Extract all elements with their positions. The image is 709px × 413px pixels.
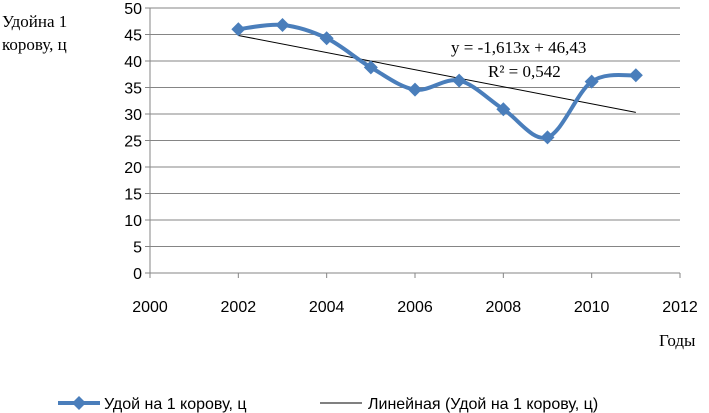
trend-equation: y = -1,613x + 46,43 [451,38,586,57]
legend-trend-label: Линейная (Удой на 1 корову, ц) [368,396,598,413]
y-axis-label-line-2: корову, ц [2,35,67,54]
x-tick-label: 2000 [132,299,168,316]
y-tick-label: 40 [124,54,142,71]
legend-series-label: Удой на 1 корову, ц [104,396,247,413]
data-point-marker [363,60,378,75]
x-tick-label: 2004 [309,299,345,316]
x-tick-labels: 2000 2002 2004 2006 2008 2010 2012 [132,299,698,316]
axes [145,7,681,278]
legend: Удой на 1 корову, ц Линейная (Удой на 1 … [58,396,598,413]
y-tick-label: 25 [124,134,142,151]
data-point-marker [584,74,599,89]
data-point-marker [319,31,334,46]
y-axis-label-line-1: Удойна 1 [2,12,67,31]
x-tick-label: 2008 [486,299,522,316]
x-tick-label: 2002 [221,299,257,316]
x-axis-label: Годы [659,331,696,350]
trend-r2: R² = 0,542 [488,62,561,81]
data-point-marker [408,82,422,97]
data-point-marker [452,73,467,88]
trendline [238,34,636,113]
series-line [236,22,638,140]
y-tick-label: 30 [124,107,142,124]
legend-series-marker [72,396,86,410]
y-tick-label: 15 [124,187,142,204]
data-point-marker [275,17,290,32]
y-tick-labels: 0 5 10 15 20 25 30 35 40 45 50 [124,1,142,283]
y-tick-label: 0 [133,266,142,283]
grid-lines [150,7,680,247]
data-point-marker [628,68,643,83]
series-markers [231,17,643,145]
y-tick-label: 45 [124,28,142,45]
y-tick-label: 50 [124,1,142,18]
y-tick-label: 35 [124,81,142,98]
x-tick-label: 2006 [397,299,433,316]
x-tick-label: 2012 [662,299,698,316]
x-tick-label: 2010 [574,299,610,316]
y-tick-label: 5 [133,240,142,257]
data-point-marker [540,130,555,145]
data-point-marker [496,102,511,117]
data-point-marker [231,22,246,37]
y-tick-label: 20 [124,160,142,177]
y-tick-label: 10 [124,213,142,230]
